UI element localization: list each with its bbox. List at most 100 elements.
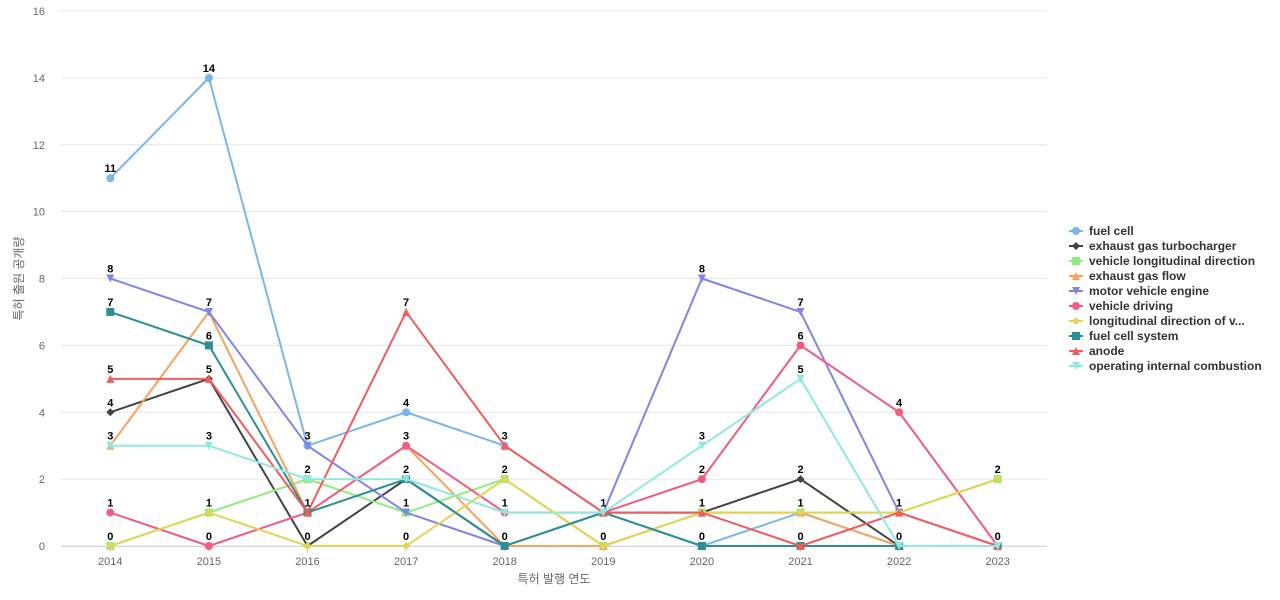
data-point[interactable] [599,542,608,550]
x-tick-label: 2023 [985,556,1009,568]
series-anode [106,307,1002,550]
legend-label: longitudinal direction of v... [1089,314,1245,328]
x-tick-label: 2015 [197,556,221,568]
data-point[interactable] [796,475,805,484]
data-point[interactable] [796,307,805,316]
data-point[interactable] [697,274,706,283]
data-label: 0 [304,531,310,543]
legend-item-vehicle-driving[interactable]: vehicle driving [1069,299,1173,313]
legend-label: motor vehicle engine [1089,284,1209,298]
data-point[interactable] [204,307,213,316]
series-vehicle-driving [106,341,1002,550]
data-label: 1 [699,498,705,510]
series-line[interactable] [109,310,998,547]
series-line[interactable] [109,310,998,547]
data-point[interactable] [500,542,509,550]
legend-item-vehicle-longitudinal-direction[interactable]: vehicle longitudinal direction [1069,254,1255,268]
data-point[interactable] [796,542,805,550]
data-label: 0 [797,531,803,543]
data-point[interactable] [204,374,213,383]
data-label: 0 [206,531,212,543]
data-label: 1 [600,498,606,510]
grid [61,10,1047,547]
data-label: 2 [502,464,508,476]
y-tick-label: 2 [39,474,45,486]
data-point[interactable] [106,508,115,517]
series-line[interactable] [110,310,999,547]
data-point[interactable] [993,542,1002,550]
legend-item-operating-internal-combustion[interactable]: operating internal combustion [1069,359,1262,373]
data-point[interactable] [599,508,608,517]
data-label: 1 [206,498,212,510]
data-point[interactable] [303,441,312,450]
data-point[interactable] [204,542,213,550]
data-label: 3 [403,431,409,443]
data-point[interactable] [303,475,312,484]
legend-label: vehicle driving [1089,299,1173,313]
data-label: 3 [206,431,212,443]
series-line[interactable] [109,76,998,547]
legend-symbol [1072,317,1080,325]
data-label: 0 [699,531,705,543]
legend-item-longitudinal-direction-of-v[interactable]: longitudinal direction of v... [1069,314,1245,328]
data-point[interactable] [796,341,805,350]
data-point[interactable] [993,475,1002,484]
legend-item-motor-vehicle-engine[interactable]: motor vehicle engine [1069,284,1209,298]
data-point[interactable] [500,475,509,484]
data-point[interactable] [796,508,805,517]
data-point[interactable] [895,408,904,417]
legend-item-exhaust-gas-flow[interactable]: exhaust gas flow [1069,269,1186,283]
data-point[interactable] [204,441,213,450]
data-point[interactable] [402,408,411,417]
data-point[interactable] [204,508,213,517]
data-label: 8 [699,264,705,276]
data-point[interactable] [303,542,312,550]
data-point[interactable] [106,408,115,417]
data-label: 4 [403,397,410,409]
data-point[interactable] [402,475,411,484]
series-line[interactable] [109,344,999,547]
x-tick-label: 2018 [492,556,516,568]
data-label: 4 [107,397,114,409]
series-group [106,73,1002,550]
data-point[interactable] [402,508,411,517]
data-label: 3 [502,431,508,443]
data-point[interactable] [106,441,115,450]
y-tick-label: 0 [39,541,45,553]
data-label: 7 [403,297,409,309]
legend-item-fuel-cell[interactable]: fuel cell [1069,224,1134,238]
data-point[interactable] [697,441,706,450]
y-tick-label: 6 [39,340,45,352]
data-label: 0 [502,531,508,543]
data-label: 1 [896,498,902,510]
data-point[interactable] [895,542,904,550]
data-point[interactable] [500,441,509,450]
data-point[interactable] [402,542,411,550]
data-point[interactable] [204,73,213,82]
data-point[interactable] [500,508,509,517]
data-label: 2 [699,464,705,476]
data-point[interactable] [106,274,115,283]
legend-item-anode[interactable]: anode [1069,344,1125,358]
data-point[interactable] [697,508,706,517]
data-label: 8 [107,264,113,276]
data-point[interactable] [106,307,115,316]
data-point[interactable] [106,174,115,183]
legend-item-fuel-cell-system[interactable]: fuel cell system [1069,329,1178,343]
data-point[interactable] [106,542,115,550]
data-point[interactable] [303,508,312,517]
data-label: 0 [995,531,1001,543]
data-point[interactable] [697,542,706,550]
data-point[interactable] [402,441,411,450]
data-point[interactable] [895,508,904,517]
series-line[interactable] [110,377,998,547]
data-point[interactable] [204,341,213,350]
data-point[interactable] [106,374,115,383]
data-point[interactable] [697,475,706,484]
data-point[interactable] [402,307,411,316]
data-point[interactable] [796,374,805,383]
y-axis-title: 특허 출원 공개량 [12,237,26,321]
data-label: 2 [304,464,310,476]
legend-item-exhaust-gas-turbocharger[interactable]: exhaust gas turbocharger [1069,239,1237,253]
